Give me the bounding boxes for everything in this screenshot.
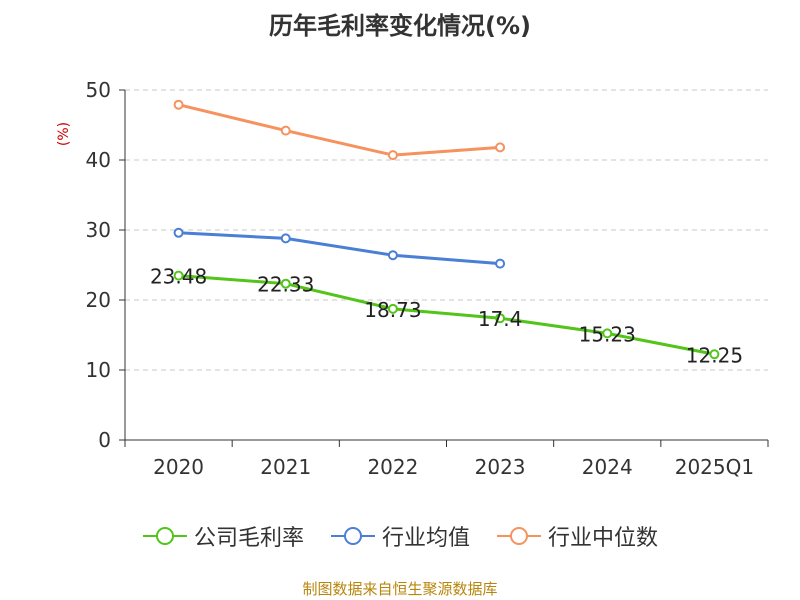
- chart-title: 历年毛利率变化情况(%): [269, 12, 531, 40]
- data-point: [602, 328, 613, 339]
- series-group: [173, 99, 720, 360]
- legend-marker-company: [142, 527, 187, 545]
- data-point: [495, 142, 506, 153]
- axes: 0 10 20 30 40 50 2020 2021 2022 2023 2024 2025Q1: [86, 78, 769, 479]
- data-point: [280, 125, 291, 136]
- y-tick-label: 10: [86, 358, 111, 382]
- x-tick-label: 2025Q1: [675, 455, 754, 479]
- data-point: [173, 270, 184, 281]
- series-line: [178, 103, 501, 157]
- legend-label-industry-median: 行业中位数: [548, 526, 659, 551]
- x-tick-label: 2020: [153, 455, 204, 479]
- series-line: [178, 274, 715, 356]
- data-point: [387, 303, 398, 314]
- series-line: [178, 231, 501, 266]
- grid-lines: [125, 89, 768, 371]
- x-tick-label: 2024: [582, 455, 633, 479]
- x-tick-label: 2022: [367, 455, 418, 479]
- legend-marker-industry-mean: [330, 527, 375, 545]
- data-point: [387, 150, 398, 161]
- data-point: [173, 227, 184, 238]
- legend: 公司毛利率 行业均值 行业中位数: [0, 520, 800, 552]
- data-point: [280, 278, 291, 289]
- data-point: [387, 250, 398, 261]
- data-label: 22.33: [257, 273, 314, 297]
- legend-label-company: 公司毛利率: [193, 526, 304, 551]
- legend-item-industry-mean[interactable]: 行业均值: [330, 520, 470, 552]
- data-label: 17.4: [478, 307, 523, 331]
- x-tick-label: 2021: [260, 455, 311, 479]
- legend-item-industry-median[interactable]: 行业中位数: [496, 520, 658, 552]
- legend-marker-industry-median: [497, 527, 541, 545]
- legend-item-company[interactable]: 公司毛利率: [142, 520, 304, 552]
- source-note: 制图数据来自恒生聚源数据库: [302, 580, 498, 598]
- data-point: [495, 258, 506, 269]
- data-label: 18.73: [364, 298, 421, 322]
- y-tick-label: 20: [86, 288, 111, 312]
- legend-label-industry-mean: 行业均值: [381, 526, 470, 551]
- y-tick-label: 30: [86, 218, 111, 242]
- y-tick-label: 50: [86, 78, 111, 102]
- y-tick-label: 0: [98, 428, 111, 452]
- data-point: [495, 313, 506, 324]
- data-label: 15.23: [579, 322, 636, 346]
- data-point: [280, 233, 291, 244]
- data-point: [709, 349, 720, 360]
- data-labels: 23.48 22.33 18.73 17.4 15.23 12.25: [150, 265, 743, 368]
- y-tick-label: 40: [86, 148, 111, 172]
- data-label: 12.25: [686, 343, 743, 367]
- x-tick-label: 2023: [475, 455, 526, 479]
- data-point: [173, 99, 184, 110]
- data-label: 23.48: [150, 265, 207, 289]
